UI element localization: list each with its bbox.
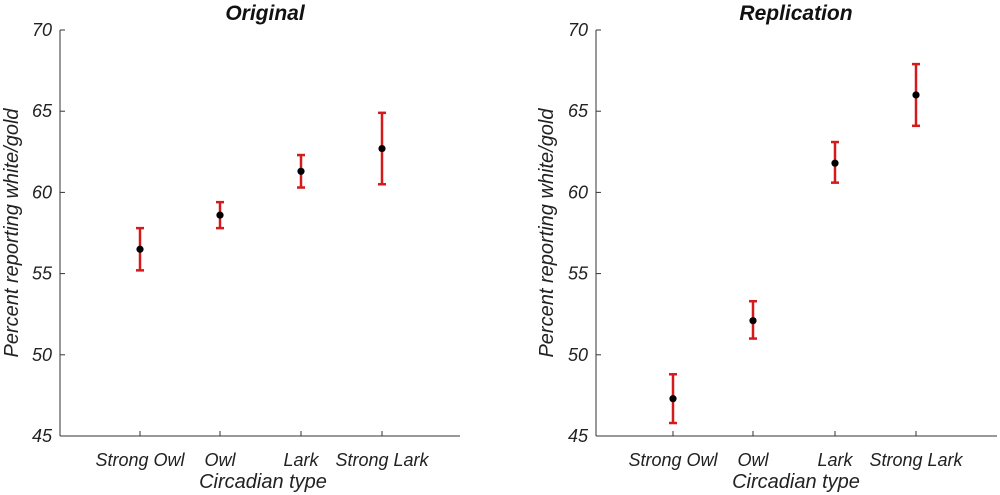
y-tick-label: 65 (568, 101, 589, 121)
y-tick-label: 70 (568, 20, 588, 40)
data-point (749, 317, 757, 325)
y-axis-label: Percent reporting white/gold (1, 108, 23, 358)
y-tick-label: 55 (32, 264, 53, 284)
x-tick-label: Strong Lark (869, 450, 963, 470)
y-tick-label: 55 (568, 264, 589, 284)
data-point (297, 167, 305, 175)
data-point (831, 159, 839, 167)
y-tick-label: 45 (32, 426, 53, 446)
x-axis-label: Circadian type (732, 471, 860, 493)
y-tick-label: 70 (32, 20, 52, 40)
x-tick-label: Owl (738, 450, 770, 470)
x-tick-label: Lark (817, 450, 853, 470)
x-tick-label: Owl (205, 450, 237, 470)
x-tick-label: Strong Lark (335, 450, 429, 470)
x-tick-label: Strong Owl (95, 450, 185, 470)
chart-original: Original 45 50 55 60 65 70 Strong Owl Owl Lark Str… (1, 2, 460, 493)
x-tick-label: Lark (283, 450, 319, 470)
y-tick-label: 65 (32, 101, 53, 121)
data-point (136, 245, 144, 253)
data-point (216, 211, 224, 219)
data-point (378, 144, 386, 153)
chart-title: Replication (739, 2, 852, 25)
x-tick-label: Strong Owl (628, 450, 718, 470)
x-axis-label: Circadian type (199, 471, 327, 493)
chart-title: Original (225, 2, 306, 25)
data-point (669, 395, 677, 403)
y-tick-label: 60 (32, 182, 52, 202)
chart-replication: Replication 45 50 55 60 65 70 Strong Owl Owl Lark… (536, 2, 997, 493)
y-tick-label: 60 (568, 182, 588, 202)
y-tick-label: 50 (568, 345, 588, 365)
y-tick-label: 50 (32, 345, 52, 365)
data-point (912, 91, 920, 99)
y-axis-label: Percent reporting white/gold (536, 108, 558, 358)
y-tick-label: 45 (568, 426, 589, 446)
